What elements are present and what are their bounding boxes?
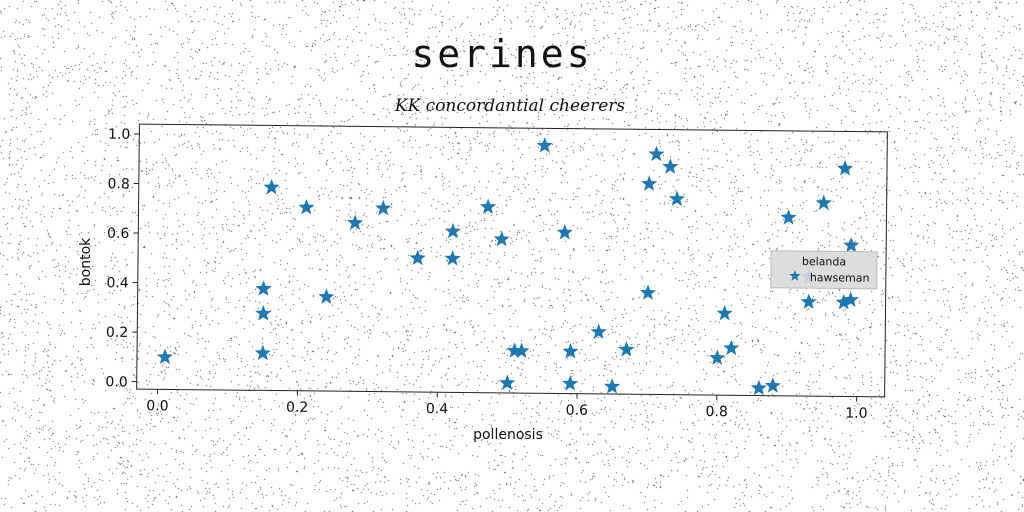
data-point-star xyxy=(375,199,392,216)
data-point-star xyxy=(815,194,832,211)
data-point-star xyxy=(662,158,679,174)
x-tick-label: 0.0 xyxy=(146,398,168,414)
y-axis-ticks: 0.0 0.2 0.4 0.6 0.8 1.0 xyxy=(105,127,140,391)
legend-title: belanda xyxy=(802,255,846,268)
data-point-star xyxy=(444,222,462,239)
plot-area: 0.0 0.2 0.4 0.6 0.8 1.0 0.0 0.2 0.4 0.6 0.8 1.0 be… xyxy=(105,123,888,422)
data-point-star xyxy=(513,342,530,358)
data-point-star xyxy=(480,198,497,214)
data-point-star xyxy=(648,145,665,162)
x-axis-ticks: 0.0 0.2 0.4 0.6 0.8 1.0 xyxy=(146,389,868,422)
legend-entry: hawseman xyxy=(810,271,870,285)
data-point-star xyxy=(562,343,579,359)
y-axis-label: bontok xyxy=(78,237,94,286)
data-point-star xyxy=(263,178,280,195)
data-point-star xyxy=(298,199,315,215)
data-point-star xyxy=(347,214,364,230)
y-tick-label: 0.6 xyxy=(107,226,130,242)
data-point-star xyxy=(506,342,523,358)
x-tick-label: 1.0 xyxy=(845,405,867,421)
data-point-star xyxy=(255,305,272,321)
data-point-star xyxy=(499,374,516,391)
data-point-star xyxy=(843,236,860,253)
plot-frame xyxy=(136,123,888,398)
data-point-star xyxy=(536,137,553,153)
data-point-star xyxy=(639,284,657,300)
data-point-star xyxy=(444,250,461,266)
y-tick-label: 0.2 xyxy=(106,325,128,341)
data-points xyxy=(156,137,860,396)
legend: belanda hawseman xyxy=(770,250,878,290)
data-point-star xyxy=(604,378,621,394)
data-point-star xyxy=(618,341,635,357)
data-point-star xyxy=(716,305,733,321)
data-point-star xyxy=(709,349,726,365)
data-point-star xyxy=(255,280,272,296)
data-point-star xyxy=(800,293,817,309)
data-point-star xyxy=(562,375,579,391)
data-point-star xyxy=(837,160,854,176)
data-point-star xyxy=(723,339,740,356)
data-point-star xyxy=(842,291,859,307)
x-axis-label: pollenosis xyxy=(473,427,543,443)
data-point-star xyxy=(764,377,781,393)
data-point-star xyxy=(318,288,335,304)
x-tick-label: 0.4 xyxy=(426,401,449,417)
data-point-star xyxy=(780,209,797,225)
data-point-star xyxy=(835,293,852,310)
x-tick-label: 0.2 xyxy=(286,400,308,416)
data-point-star xyxy=(590,323,607,339)
y-tick-label: 1.0 xyxy=(108,127,130,143)
legend-star-marker xyxy=(789,269,801,281)
data-point-star xyxy=(750,379,768,396)
y-tick-label: 0.4 xyxy=(106,275,129,291)
chart-title: serines xyxy=(411,32,593,76)
x-tick-label: 0.6 xyxy=(566,403,589,419)
y-tick-label: 0.8 xyxy=(107,176,129,192)
data-point-star xyxy=(493,230,510,247)
data-point-star xyxy=(641,175,658,191)
data-point-star xyxy=(254,344,271,361)
data-point-star xyxy=(409,249,426,266)
data-point-star xyxy=(556,224,573,240)
y-tick-label: 0.0 xyxy=(105,374,127,390)
x-tick-label: 0.8 xyxy=(705,404,727,420)
chart-subtitle: KK concordantial cheerers xyxy=(394,96,626,116)
data-point-star xyxy=(156,348,174,365)
data-point-star xyxy=(668,190,686,206)
